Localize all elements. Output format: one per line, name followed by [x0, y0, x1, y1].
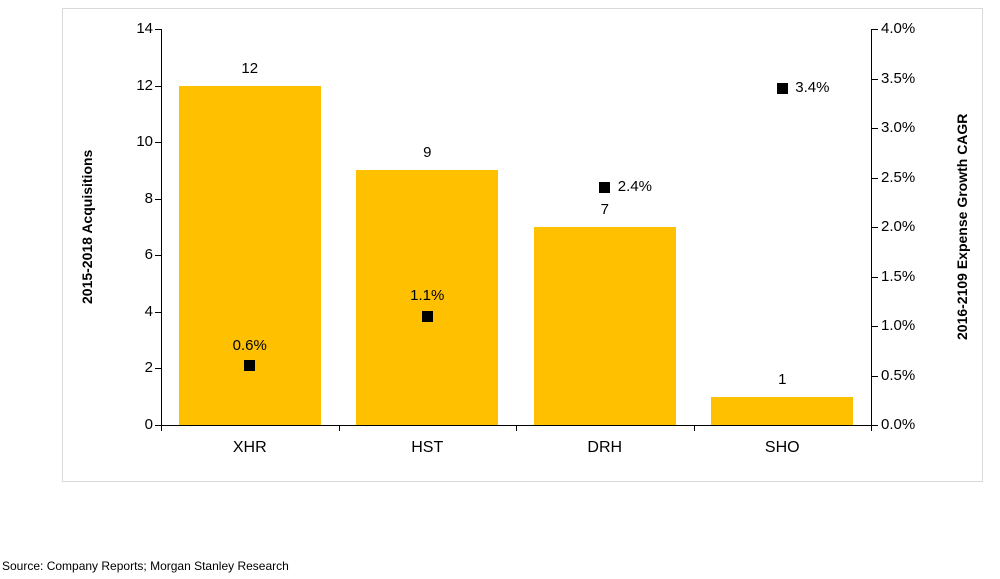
left-axis-tick-label: 6 [144, 246, 153, 264]
scatter-value-label: 3.4% [795, 79, 830, 97]
right-axis-tick-label: 1.5% [881, 267, 916, 285]
right-axis-tick [872, 276, 878, 278]
bar [356, 170, 499, 425]
right-axis-tick-label: 0.0% [881, 416, 916, 433]
left-axis-tick-label: 4 [144, 302, 153, 320]
x-axis-tick [693, 425, 695, 431]
scatter-value-label: 2.4% [617, 178, 652, 196]
right-axis-tick-label: 2.0% [881, 218, 916, 235]
right-axis-tick [872, 128, 878, 129]
right-axis-title: 2016-2109 Expense Growth CAGR [954, 113, 970, 341]
left-axis-tick [155, 255, 161, 257]
bar [711, 396, 854, 425]
left-axis-title: 2015-2018 Acquisitions [79, 149, 95, 305]
left-axis-tick [155, 368, 161, 370]
left-axis-tick-label: 2 [144, 359, 153, 377]
scatter-point [421, 310, 433, 322]
bar [178, 85, 321, 425]
x-axis-tick [338, 425, 340, 431]
category-label: SHO [764, 439, 800, 456]
source-note: Source: Company Reports; Morgan Stanley … [2, 559, 289, 573]
chart-frame: 2015-2018 Acquisitions 2016-2109 Expense… [62, 8, 983, 482]
bar-value-label: 1 [778, 370, 787, 388]
bar-value-label: 7 [600, 201, 609, 218]
scatter-point [244, 360, 256, 372]
left-axis-tick [155, 85, 161, 87]
x-axis-tick [871, 425, 872, 431]
right-axis-tick [872, 375, 878, 377]
right-axis-tick-label: 3.0% [881, 119, 916, 136]
right-axis-tick [872, 425, 878, 426]
bar [533, 227, 676, 425]
category-label: DRH [587, 439, 623, 456]
left-axis-tick-label: 14 [136, 20, 153, 37]
scatter-value-label: 0.6% [232, 336, 267, 354]
bar-value-label: 9 [423, 144, 432, 162]
right-axis-tick [872, 326, 878, 327]
right-axis-line [871, 29, 872, 425]
left-axis-tick [155, 29, 161, 30]
right-axis-tick-label: 1.0% [881, 317, 916, 334]
category-label: XHR [232, 439, 267, 456]
scatter-point [599, 181, 611, 193]
scatter-point [776, 82, 788, 94]
right-axis-tick-label: 4.0% [881, 20, 916, 37]
scatter-value-label: 1.1% [410, 287, 445, 305]
left-axis-tick-label: 8 [144, 189, 153, 207]
right-axis-tick-label: 3.5% [881, 69, 916, 87]
x-axis-tick [161, 425, 162, 431]
right-axis-tick-label: 2.5% [881, 168, 916, 186]
right-axis-tick [872, 78, 878, 80]
left-axis-tick [155, 311, 161, 313]
right-axis-tick-label: 0.5% [881, 366, 916, 384]
category-label: HST [411, 439, 444, 456]
left-axis-tick-label: 12 [136, 76, 153, 94]
x-axis-tick [516, 425, 517, 431]
left-axis-tick [155, 142, 161, 144]
bar-value-label: 12 [241, 59, 259, 77]
right-axis-tick [872, 177, 878, 179]
right-axis-tick [872, 227, 878, 228]
left-axis-tick [155, 198, 161, 200]
left-axis-tick [155, 425, 161, 426]
left-axis-tick-label: 10 [136, 133, 153, 151]
left-axis-line [161, 29, 162, 425]
left-axis-tick-label: 0 [144, 416, 153, 433]
right-axis-tick [872, 29, 878, 30]
